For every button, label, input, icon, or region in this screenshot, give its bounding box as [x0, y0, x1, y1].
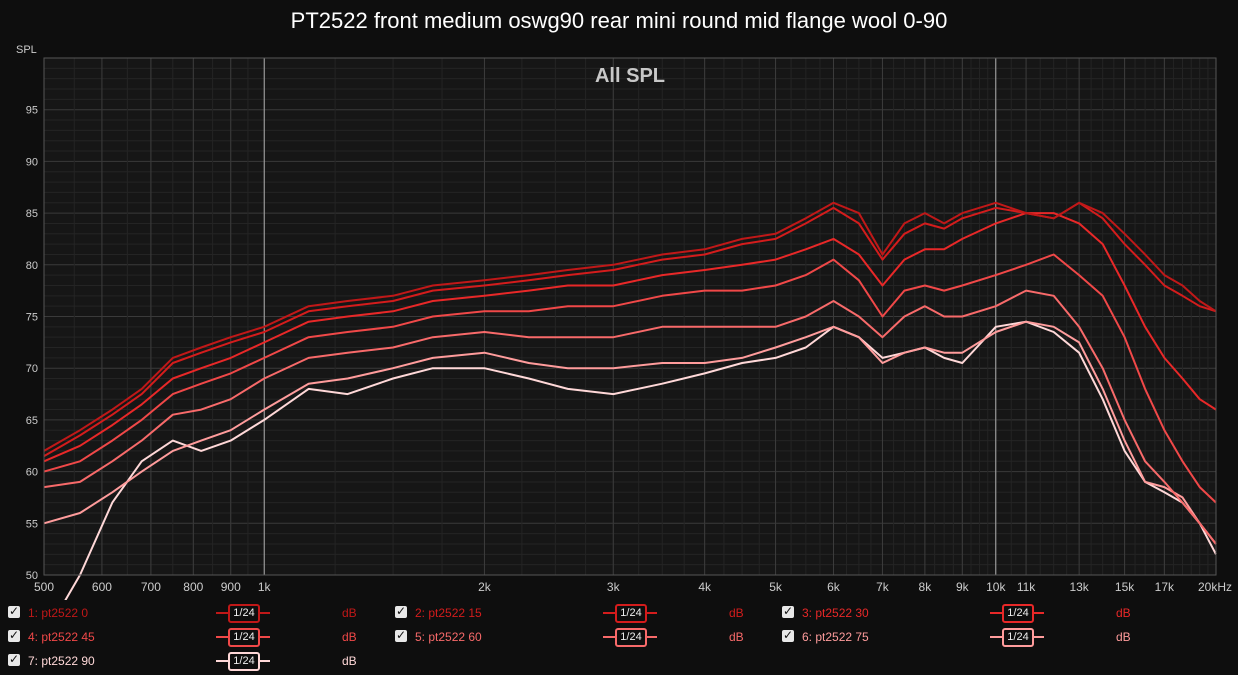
legend-unit: dB — [729, 630, 744, 644]
y-tick-label: 95 — [26, 105, 38, 117]
legend-checkbox[interactable]: ✓ — [782, 628, 794, 642]
legend-unit: dB — [1116, 606, 1131, 620]
x-tick-label: 1k — [258, 580, 272, 594]
smoothing-selector[interactable]: 1/24 — [216, 628, 270, 647]
series-line — [43, 201, 1217, 452]
smoothing-value: 1/24 — [228, 652, 260, 671]
smoothing-selector[interactable]: 1/24 — [990, 604, 1044, 623]
x-tick-label: 8k — [919, 580, 933, 594]
y-tick-label: 60 — [26, 467, 38, 479]
y-tick-label: 80 — [26, 260, 38, 272]
legend-item[interactable]: ✓ 4: pt2522 45 1/24 dB — [8, 628, 388, 647]
x-tick-label: 17k — [1155, 580, 1175, 594]
smoothing-selector[interactable]: 1/24 — [216, 604, 270, 623]
checkmark-icon: ✓ — [783, 628, 794, 642]
x-tick-label: 5k — [769, 580, 783, 594]
x-tick-label: 15k — [1115, 580, 1135, 594]
x-tick-labels: 500 600 700 800 900 1k 2k 3k 4k 5k 6k 7k 8k 9k 10k 11k 1… — [34, 580, 1232, 594]
x-tick-label: 7k — [876, 580, 890, 594]
y-tick-label: 55 — [26, 518, 38, 530]
x-tick-label: 6k — [827, 580, 841, 594]
legend-checkbox[interactable]: ✓ — [8, 604, 20, 618]
smoothing-value: 1/24 — [1002, 628, 1034, 647]
legend-checkbox[interactable]: ✓ — [395, 628, 407, 642]
smoothing-value: 1/24 — [228, 604, 260, 623]
legend-checkbox[interactable]: ✓ — [8, 628, 20, 642]
legend-item[interactable]: ✓ 5: pt2522 60 1/24 dB — [395, 628, 775, 647]
legend-unit: dB — [342, 630, 357, 644]
smoothing-selector[interactable]: 1/24 — [603, 628, 657, 647]
x-tick-label: 800 — [183, 580, 203, 594]
smoothing-value: 1/24 — [615, 604, 647, 623]
legend-label: 7: pt2522 90 — [28, 654, 95, 668]
y-tick-label: 85 — [26, 208, 38, 220]
legend-checkbox[interactable]: ✓ — [395, 604, 407, 618]
y-tick-label: 90 — [26, 156, 38, 168]
smoothing-value: 1/24 — [1002, 604, 1034, 623]
legend-label: 5: pt2522 60 — [415, 630, 482, 644]
legend-item[interactable]: ✓ 2: pt2522 15 1/24 dB — [395, 604, 775, 623]
x-tick-label: 20kHz — [1198, 580, 1232, 594]
legend-unit: dB — [342, 654, 357, 668]
x-tick-label: 11k — [1017, 580, 1036, 594]
checkmark-icon: ✓ — [396, 604, 407, 618]
smoothing-value: 1/24 — [228, 628, 260, 647]
checkmark-icon: ✓ — [9, 652, 20, 666]
series-line — [43, 253, 1217, 504]
x-tick-label: 9k — [956, 580, 970, 594]
x-tick-label: 900 — [221, 580, 241, 594]
series-line — [64, 320, 1217, 600]
plot-border — [43, 57, 1217, 576]
smoothing-selector[interactable]: 1/24 — [990, 628, 1044, 647]
y-tick-labels: 50 55 60 65 70 75 80 85 90 95 — [26, 105, 38, 582]
series-line — [43, 212, 1217, 463]
x-tick-label: 2k — [478, 580, 492, 594]
chart-title: PT2522 front medium oswg90 rear mini rou… — [290, 8, 948, 33]
legend-unit: dB — [729, 606, 744, 620]
checkmark-icon: ✓ — [396, 628, 407, 642]
smoothing-value: 1/24 — [615, 628, 647, 647]
x-tick-label: 4k — [698, 580, 712, 594]
x-tick-label: 600 — [92, 580, 112, 594]
legend-label: 4: pt2522 45 — [28, 630, 95, 644]
series-line — [43, 289, 1217, 545]
x-tick-label: 700 — [141, 580, 161, 594]
series-group — [43, 201, 1217, 600]
legend-item[interactable]: ✓ 6: pt2522 75 1/24 dB — [782, 628, 1162, 647]
series-line — [43, 320, 1217, 545]
checkmark-icon: ✓ — [9, 628, 20, 642]
y-tick-label: 65 — [26, 415, 38, 427]
legend-item[interactable]: ✓ 3: pt2522 30 1/24 dB — [782, 604, 1162, 623]
y-axis-label: SPL — [16, 44, 37, 56]
legend-checkbox[interactable]: ✓ — [8, 652, 20, 666]
checkmark-icon: ✓ — [783, 604, 794, 618]
x-tick-label: 500 — [34, 580, 54, 594]
frequency-response-chart[interactable]: SPL All SPL 50 55 60 65 70 75 80 85 90 95 500 600 7… — [0, 0, 1238, 600]
y-tick-label: 75 — [26, 312, 38, 324]
series-line — [43, 201, 1217, 457]
legend-unit: dB — [342, 606, 357, 620]
legend-checkbox[interactable]: ✓ — [782, 604, 794, 618]
x-tick-label: 13k — [1069, 580, 1089, 594]
smoothing-selector[interactable]: 1/24 — [216, 652, 270, 671]
legend-item[interactable]: ✓ 1: pt2522 0 1/24 dB — [8, 604, 388, 623]
smoothing-selector[interactable]: 1/24 — [603, 604, 657, 623]
checkmark-icon: ✓ — [9, 604, 20, 618]
legend-label: 6: pt2522 75 — [802, 630, 869, 644]
y-tick-label: 50 — [26, 570, 38, 582]
chart-subtitle: All SPL — [595, 65, 665, 87]
legend-item[interactable]: ✓ 7: pt2522 90 1/24 dB — [8, 652, 388, 671]
legend-label: 1: pt2522 0 — [28, 606, 89, 620]
x-tick-label: 10k — [986, 580, 1006, 594]
y-tick-label: 70 — [26, 363, 38, 375]
legend-label: 2: pt2522 15 — [415, 606, 482, 620]
legend-unit: dB — [1116, 630, 1131, 644]
legend-label: 3: pt2522 30 — [802, 606, 869, 620]
x-tick-label: 3k — [607, 580, 621, 594]
